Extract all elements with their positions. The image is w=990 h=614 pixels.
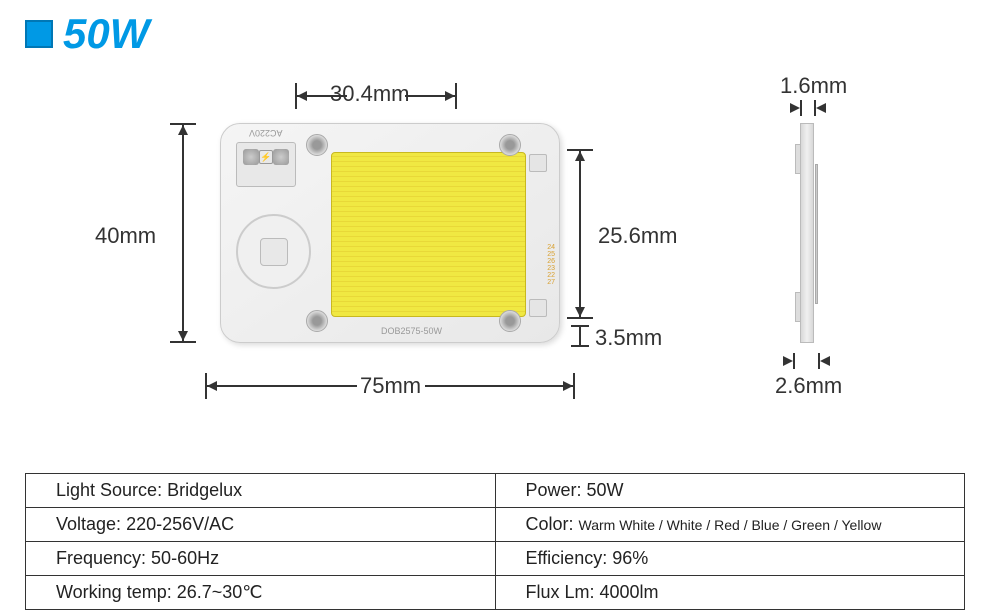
mount-hole bbox=[499, 134, 521, 156]
spec-cell: Working temp: 26.7~30℃ bbox=[26, 576, 496, 610]
dim-tick bbox=[170, 341, 196, 343]
dim-total-height: 40mm bbox=[95, 223, 156, 249]
dim-hole-diameter: 3.5mm bbox=[595, 325, 662, 351]
led-emitting-area bbox=[331, 152, 526, 317]
driver-component bbox=[236, 214, 311, 289]
smd-component bbox=[529, 154, 547, 172]
page-title: 50W bbox=[63, 10, 149, 58]
side-tab bbox=[795, 292, 801, 322]
spec-cell: Light Source: Bridgelux bbox=[26, 474, 496, 508]
dim-line bbox=[425, 385, 573, 387]
spec-cell: Efficiency: 96% bbox=[495, 542, 965, 576]
spec-cell: Color: Warm White / White / Red / Blue /… bbox=[495, 508, 965, 542]
spec-cell: Flux Lm: 4000lm bbox=[495, 576, 965, 610]
diagram-area: 30.4mm 40mm 25.6mm 3.5mm 75mm 1.6mm 2.6m… bbox=[25, 73, 965, 453]
dim-side-thin: 1.6mm bbox=[780, 73, 847, 99]
spec-cell: Voltage: 220-256V/AC bbox=[26, 508, 496, 542]
square-icon bbox=[25, 20, 53, 48]
side-ridge bbox=[815, 164, 818, 304]
arrow-icon bbox=[790, 103, 800, 113]
spec-cell: Power: 50W bbox=[495, 474, 965, 508]
dim-side-thick: 2.6mm bbox=[775, 373, 842, 399]
arrow-icon bbox=[297, 91, 307, 101]
chip-side-marks: 242526232227 bbox=[547, 244, 555, 286]
arrow-icon bbox=[178, 331, 188, 341]
dim-line bbox=[207, 385, 357, 387]
dim-tick bbox=[800, 100, 802, 116]
dim-tick bbox=[455, 83, 457, 109]
dim-line bbox=[579, 151, 581, 317]
terminal-screw bbox=[273, 149, 289, 165]
specifications-table: Light Source: BridgeluxPower: 50WVoltage… bbox=[25, 473, 965, 610]
arrow-icon bbox=[816, 103, 826, 113]
led-chip-front-view: AC220V ⚡ 242526232227 DOB2575-50W bbox=[220, 123, 560, 343]
led-chip-side-view bbox=[800, 123, 814, 343]
table-row: Light Source: BridgeluxPower: 50W bbox=[26, 474, 965, 508]
dim-top-width: 30.4mm bbox=[330, 81, 409, 107]
terminal-screw bbox=[243, 149, 259, 165]
mount-hole bbox=[306, 134, 328, 156]
arrow-icon bbox=[783, 356, 793, 366]
dim-tick bbox=[573, 373, 575, 399]
table-row: Voltage: 220-256V/ACColor: Warm White / … bbox=[26, 508, 965, 542]
side-tab bbox=[795, 144, 801, 174]
dim-line bbox=[579, 327, 581, 345]
table-row: Working temp: 26.7~30℃Flux Lm: 4000lm bbox=[26, 576, 965, 610]
chip-voltage-text: AC220V bbox=[249, 128, 283, 138]
arrow-icon bbox=[820, 356, 830, 366]
header: 50W bbox=[0, 0, 990, 63]
arrow-icon bbox=[178, 125, 188, 135]
mount-hole bbox=[499, 310, 521, 332]
terminal-block bbox=[236, 142, 296, 187]
table-row: Frequency: 50-60HzEfficiency: 96% bbox=[26, 542, 965, 576]
driver-center bbox=[260, 238, 288, 266]
spec-cell: Frequency: 50-60Hz bbox=[26, 542, 496, 576]
arrow-icon bbox=[445, 91, 455, 101]
chip-model-text: DOB2575-50W bbox=[381, 326, 442, 336]
lightning-icon: ⚡ bbox=[259, 150, 273, 164]
dim-inner-height: 25.6mm bbox=[598, 223, 677, 249]
arrow-icon bbox=[563, 381, 573, 391]
dim-tick bbox=[793, 353, 795, 369]
dim-line bbox=[182, 125, 184, 341]
arrow-icon bbox=[575, 151, 585, 161]
dim-total-width: 75mm bbox=[360, 373, 421, 399]
arrow-icon bbox=[575, 307, 585, 317]
arrow-icon bbox=[207, 381, 217, 391]
smd-component bbox=[529, 299, 547, 317]
mount-hole bbox=[306, 310, 328, 332]
dim-tick bbox=[571, 345, 589, 347]
dim-tick bbox=[567, 317, 593, 319]
